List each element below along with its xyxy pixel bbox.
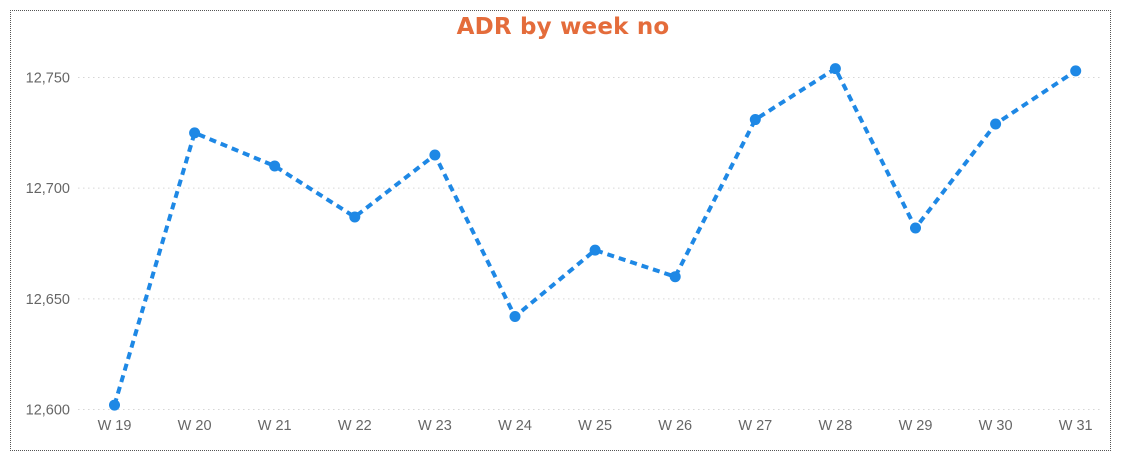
series-line [112, 66, 1077, 406]
y-tick-label: 12,750 [26, 71, 70, 87]
x-tick-label: W 22 [338, 418, 372, 434]
x-tick-label: W 19 [98, 418, 132, 434]
x-tick-label: W 20 [178, 418, 212, 434]
y-tick-label: 12,650 [26, 292, 70, 308]
x-tick-label: W 30 [979, 418, 1013, 434]
data-point[interactable] [910, 222, 921, 234]
data-point[interactable] [109, 399, 120, 411]
data-point[interactable] [829, 63, 841, 75]
x-tick-label: W 25 [578, 418, 612, 434]
data-point[interactable] [749, 114, 761, 126]
data-point[interactable] [669, 271, 681, 283]
data-point[interactable] [349, 211, 361, 223]
data-point[interactable] [429, 149, 441, 161]
x-tick-label: W 28 [818, 418, 852, 434]
x-tick-label: W 21 [258, 418, 292, 434]
y-tick-label: 12,700 [26, 181, 70, 197]
data-point[interactable] [269, 160, 281, 172]
data-point[interactable] [990, 118, 1002, 130]
data-point[interactable] [589, 244, 601, 256]
x-tick-label: W 26 [658, 418, 692, 434]
chart-title: ADR by week no [456, 14, 670, 40]
x-tick-label: W 31 [1059, 418, 1093, 434]
x-tick-label: W 29 [899, 418, 933, 434]
data-point[interactable] [1070, 65, 1082, 77]
chart-frame [10, 10, 1111, 451]
data-point[interactable] [509, 311, 521, 323]
x-tick-label: W 23 [418, 418, 452, 434]
x-tick-label: W 24 [498, 418, 532, 434]
x-tick-label: W 27 [738, 418, 772, 434]
y-tick-label: 12,600 [26, 403, 70, 419]
data-point[interactable] [189, 127, 201, 139]
